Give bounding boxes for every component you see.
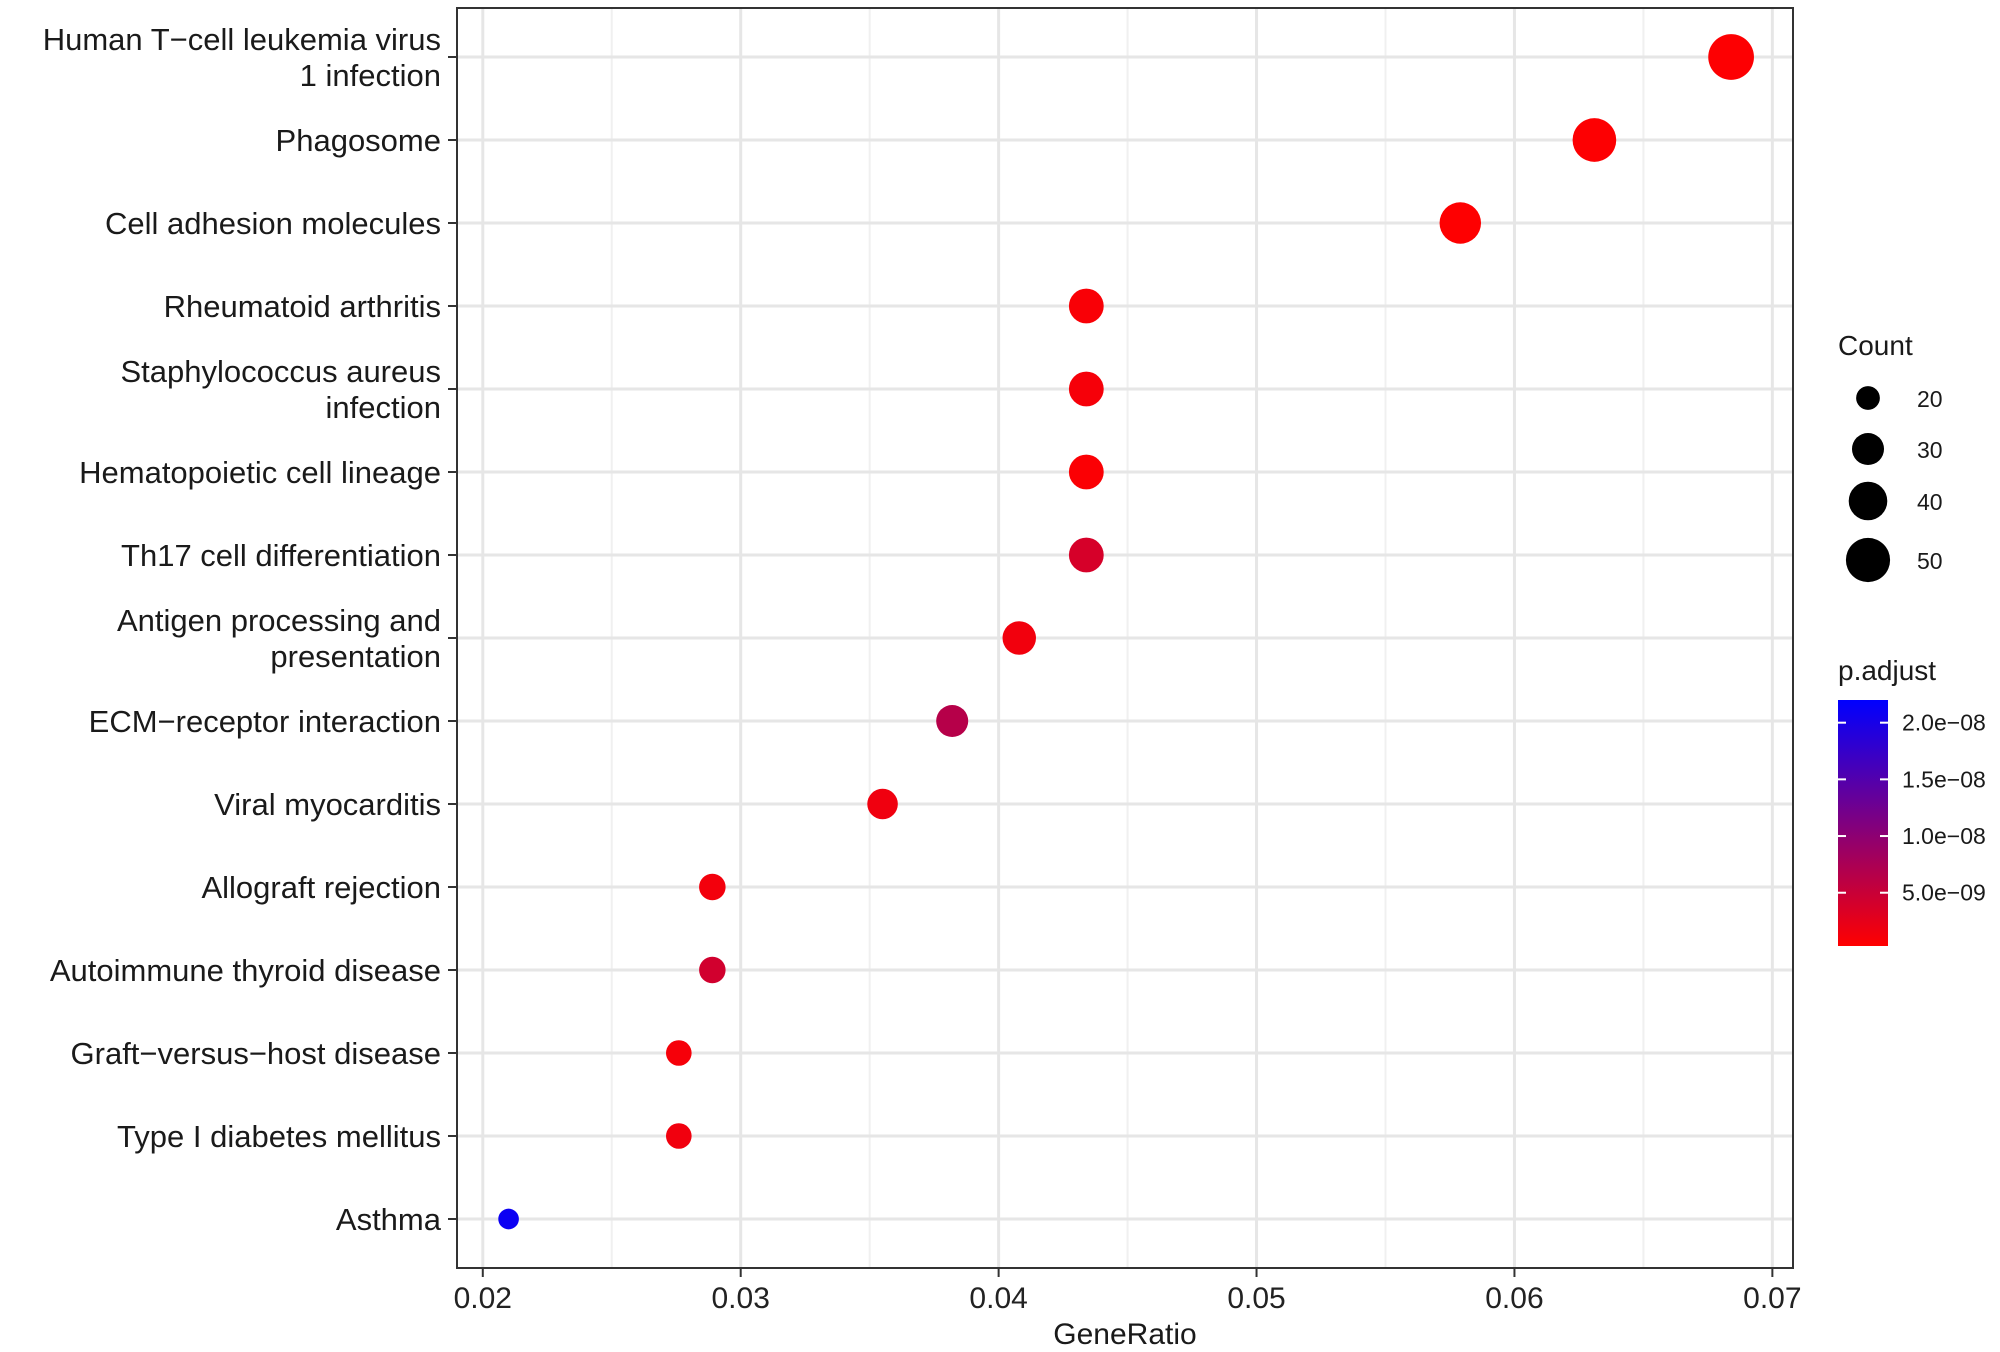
p-adjust-legend: p.adjust 2.0e−08 1.5e−08 1.0e−08 5.0e−09: [1838, 655, 1986, 946]
y-category-label: Cell adhesion molecules: [105, 206, 441, 241]
y-category-label: Staphylococcus aureus infection: [120, 354, 441, 425]
data-point: [1068, 371, 1104, 407]
y-category-label: Rheumatoid arthritis: [164, 289, 441, 324]
y-category-label-line: infection: [326, 390, 441, 425]
p-adjust-color-bar: [1838, 700, 1888, 946]
data-point: [936, 704, 969, 738]
data-point: [1068, 454, 1104, 490]
x-tick-label: 0.02: [454, 1282, 512, 1315]
x-tick-label: 0.04: [969, 1282, 1027, 1315]
count-legend-key: [1851, 432, 1885, 466]
count-legend-label: 20: [1917, 386, 1943, 412]
data-point: [1439, 202, 1482, 244]
y-axis: Human T−cell leukemia virus 1 infection Ph…: [43, 22, 457, 1237]
p-adjust-legend-label: 1.5e−08: [1902, 766, 1986, 792]
y-category-label-line: Type I diabetes mellitus: [117, 1119, 441, 1154]
data-point: [1572, 118, 1617, 162]
data-point: [665, 1040, 692, 1066]
count-legend-label: 50: [1917, 548, 1943, 574]
y-category-label: Type I diabetes mellitus: [117, 1119, 441, 1154]
p-adjust-legend-label: 2.0e−08: [1902, 710, 1986, 736]
data-point: [699, 956, 726, 984]
y-category-label-line: Antigen processing and: [117, 603, 441, 638]
count-legend-label: 40: [1917, 489, 1943, 515]
y-category-label-line: Graft−versus−host disease: [71, 1036, 441, 1071]
y-category-label-line: Autoimmune thyroid disease: [50, 953, 441, 988]
y-category-label-line: presentation: [270, 639, 441, 674]
y-category-label: Allograft rejection: [201, 870, 441, 905]
grid-major-lines: [457, 8, 1793, 1268]
count-legend-key: [1845, 537, 1891, 583]
y-category-label-line: Allograft rejection: [201, 870, 441, 905]
y-category-label: Hematopoietic cell lineage: [79, 455, 441, 490]
y-category-label-line: Th17 cell differentiation: [121, 538, 441, 573]
y-category-label-line: Cell adhesion molecules: [105, 206, 441, 241]
y-category-label-line: ECM−receptor interaction: [89, 704, 441, 739]
x-tick-label: 0.05: [1227, 1282, 1285, 1315]
y-category-label: Asthma: [336, 1202, 442, 1237]
data-point: [498, 1208, 519, 1230]
p-adjust-legend-label: 5.0e−09: [1902, 880, 1986, 906]
x-axis-title: GeneRatio: [1053, 1318, 1196, 1351]
x-tick-label: 0.07: [1743, 1282, 1801, 1315]
y-category-label-line: Human T−cell leukemia virus: [43, 22, 441, 57]
count-legend-key: [1856, 386, 1880, 410]
data-point: [867, 788, 898, 820]
y-category-label: Th17 cell differentiation: [121, 538, 441, 573]
y-category-label: Antigen processing and presentation: [117, 603, 441, 674]
y-category-label-line: Staphylococcus aureus: [120, 354, 441, 389]
x-tick-label: 0.03: [712, 1282, 770, 1315]
data-point: [1002, 621, 1036, 655]
y-category-label-line: 1 infection: [300, 58, 441, 93]
data-points: [498, 34, 1754, 1230]
data-point: [1068, 537, 1104, 573]
count-legend: Count 20 30 40 50: [1838, 330, 1943, 583]
y-category-label-line: Asthma: [336, 1202, 442, 1237]
data-point: [699, 873, 726, 901]
y-category-label: Phagosome: [276, 123, 441, 158]
count-legend-key: [1848, 481, 1888, 521]
y-category-label: Graft−versus−host disease: [71, 1036, 441, 1071]
y-category-label-line: Viral myocarditis: [214, 787, 441, 822]
x-tick-label: 0.06: [1485, 1282, 1543, 1315]
data-point: [1068, 288, 1104, 324]
count-legend-label: 30: [1917, 437, 1943, 463]
p-adjust-legend-label: 1.0e−08: [1902, 823, 1986, 849]
y-category-label: Autoimmune thyroid disease: [50, 953, 441, 988]
y-category-label-line: Hematopoietic cell lineage: [79, 455, 441, 490]
x-axis: 0.02 0.03 0.04 0.05 0.06 0.07: [454, 1268, 1802, 1315]
y-category-label: ECM−receptor interaction: [89, 704, 441, 739]
y-category-label: Human T−cell leukemia virus 1 infection: [43, 22, 441, 93]
count-legend-title: Count: [1838, 330, 1913, 361]
y-category-label-line: Phagosome: [276, 123, 441, 158]
data-point: [665, 1123, 692, 1149]
y-category-label: Viral myocarditis: [214, 787, 441, 822]
p-adjust-legend-title: p.adjust: [1838, 655, 1936, 686]
y-category-label-line: Rheumatoid arthritis: [164, 289, 441, 324]
data-point: [1708, 34, 1754, 80]
